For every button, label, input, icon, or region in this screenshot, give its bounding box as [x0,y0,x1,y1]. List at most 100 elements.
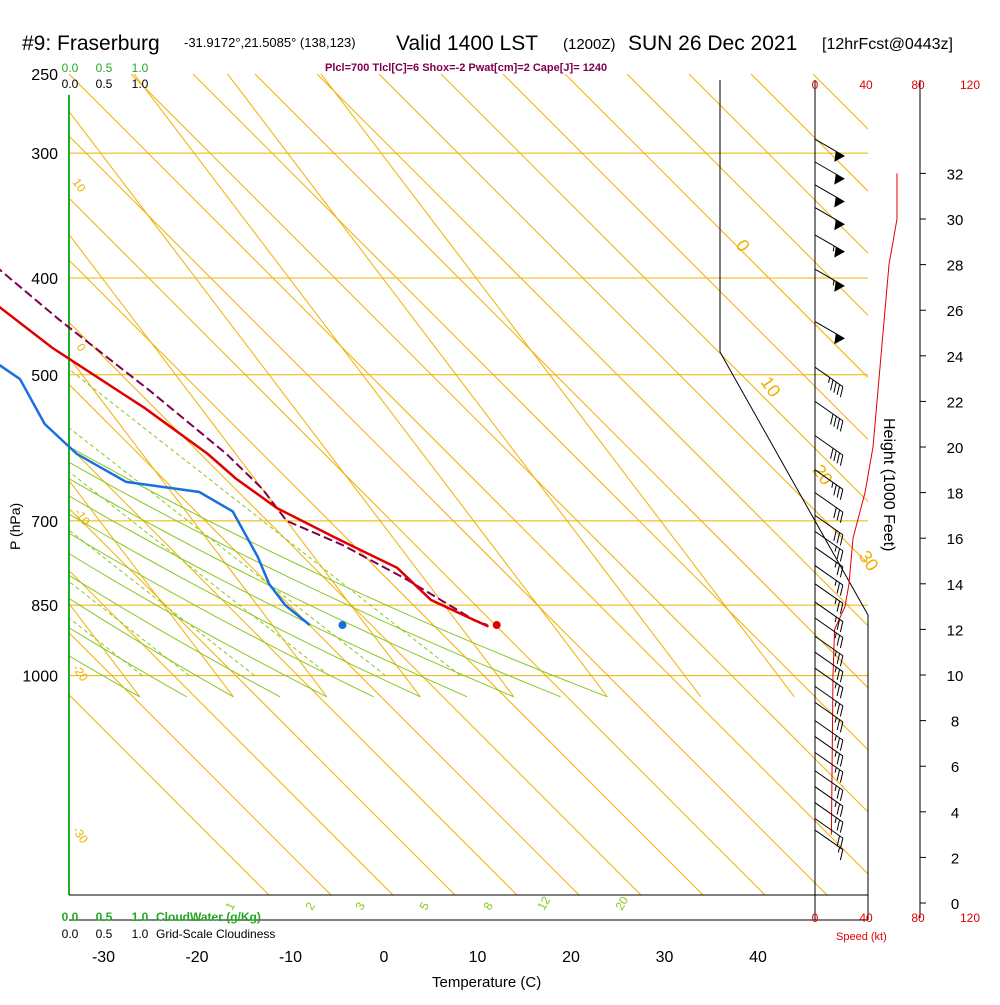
wind-barb-feather [836,835,841,847]
wind-barb [814,752,844,783]
speed-top-tick-label: 0 [812,78,819,92]
wind-barb-staff [814,720,844,741]
dry-adiabat-line [69,321,642,895]
wind-barb [814,651,844,683]
adiabat-label: -10 [72,506,94,529]
moist-adiabat-line [69,553,328,698]
height-tick-label: 12 [947,622,964,639]
height-tick-label: 20 [947,440,964,457]
pressure-tick-label: 400 [31,271,58,288]
temperature-tick-label: 40 [749,949,767,966]
wind-barb-feather [836,653,841,665]
wind-barb-feather [839,511,844,523]
height-tick-label: 26 [947,303,964,320]
speed-bottom-tick-label: 80 [911,911,925,925]
cloud-top-label: 1.0 [132,61,149,75]
wind-barb-staff [814,184,845,203]
wind-barb-feather [839,687,844,699]
speed-top-tick-label: 40 [859,78,873,92]
wind-barb-half-feather [834,666,837,673]
height-tick-label: 4 [951,805,959,822]
wind-barb-feather [839,566,844,578]
isotherm-line [69,479,234,698]
wind-barb-feather [836,532,841,544]
wind-barb-feather [836,582,841,594]
dry-adiabat-line [69,694,270,895]
wind-barb-feather [839,621,844,633]
wind-barb-feather [836,486,841,498]
wind-barb [814,802,844,833]
wind-barb-feather [839,637,844,649]
height-tick-label: 10 [947,668,964,685]
wind-barb-feather [839,771,844,783]
moist-adiabat-line [69,446,608,698]
wind-barb [814,138,845,162]
wind-barb-feather [836,384,841,396]
height-tick-label: 16 [947,531,964,548]
isotherm-line [69,233,421,698]
wind-barb-feather [839,454,844,466]
temperature-tick-label: -10 [279,949,302,966]
wind-barb-staff [814,770,844,791]
mixing-ratio-line [69,427,386,676]
wind-barb-feather [839,739,844,751]
wind-barb-flag [834,219,845,231]
wind-barb-half-feather [832,245,835,252]
isotherm-line [226,74,702,698]
height-tick-label: 32 [947,166,964,183]
wind-barb-staff [814,234,845,253]
moist-adiabat-line [69,495,468,698]
wind-barb-feather [839,790,844,801]
cloud-top-label: 0.0 [62,77,79,91]
speed-top-tick-label: 120 [960,78,980,92]
dry-adiabat-line [502,74,868,441]
wind-barb-staff [814,667,844,689]
wind-barb-half-feather [837,847,841,853]
height-axis-label: Height (1000 Feet) [880,418,897,551]
wind-barb-staff [814,818,844,839]
wind-barb-feather [836,452,841,464]
wind-barb-half-feather [834,735,837,741]
dry-adiabat-line [69,135,828,895]
temperature-line [0,305,490,628]
isotherm-line [133,74,608,698]
mixing-ratio-line [69,368,461,676]
background-grid [69,74,868,895]
wind-barb-staff [814,207,845,226]
dewpoint-line [0,363,311,626]
cloud-top-label: 0.5 [96,77,113,91]
adiabat-label: -30 [70,824,92,847]
surface-temp-point [492,621,501,630]
wind-barb-staff [814,786,844,807]
wind-barb-staff [814,400,844,422]
mixing-ratio-line [69,529,255,676]
wind-barb-feather [839,386,844,398]
wind-barb [814,234,845,258]
dry-adiabat-line [69,569,394,895]
cloudwater-tick-label: 0.0 [62,910,79,924]
wind-barb-staff [814,565,844,586]
pressure-tick-label: 1000 [22,669,58,686]
wind-barb-feather [836,548,841,560]
wind-barb-staff [814,651,844,673]
wind-barb-staff [814,469,844,490]
wind-barb-half-feather [834,546,837,552]
wind-barb [814,736,844,767]
wind-barb [814,435,844,466]
wind-barb-feather [833,530,837,541]
dry-adiabat-line [69,259,704,895]
wind-barb [814,685,844,717]
wind-barb-feather [839,838,844,849]
wind-barb-feather [830,379,834,391]
wind-barb-feather [836,685,841,696]
wind-barb-feather [836,619,841,630]
moist-adiabat-line [69,461,561,698]
adiabat-label: -20 [70,662,92,685]
wind-barb-feather [836,719,841,731]
cloudiness-label: Grid-Scale Cloudiness [156,927,275,941]
cloud-top-label: 0.5 [96,61,113,75]
wind-barb-feather [839,655,844,667]
wind-barb-half-feather [834,598,837,605]
wind-barb-feather [839,489,844,500]
